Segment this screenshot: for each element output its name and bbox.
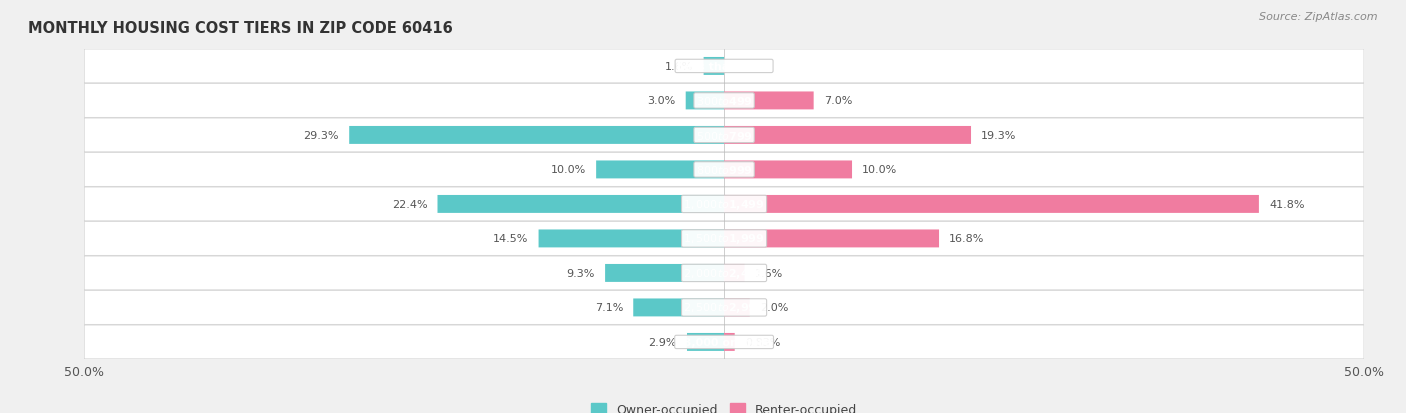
Text: 7.0%: 7.0% (824, 96, 852, 106)
Text: 41.8%: 41.8% (1270, 199, 1305, 209)
Text: 14.5%: 14.5% (494, 234, 529, 244)
FancyBboxPatch shape (84, 119, 1364, 152)
FancyBboxPatch shape (84, 291, 1364, 325)
FancyBboxPatch shape (349, 127, 724, 145)
FancyBboxPatch shape (724, 127, 972, 145)
Text: 1.6%: 1.6% (665, 62, 693, 72)
FancyBboxPatch shape (724, 333, 735, 351)
Text: 7.1%: 7.1% (595, 303, 623, 313)
FancyBboxPatch shape (724, 230, 939, 248)
Text: 2.9%: 2.9% (648, 337, 676, 347)
FancyBboxPatch shape (724, 161, 852, 179)
Text: 0.83%: 0.83% (745, 337, 780, 347)
Text: $1,000 to $1,499: $1,000 to $1,499 (683, 197, 765, 211)
Text: 10.0%: 10.0% (862, 165, 897, 175)
Text: $300 to $499: $300 to $499 (696, 95, 752, 107)
Text: Source: ZipAtlas.com: Source: ZipAtlas.com (1260, 12, 1378, 22)
Text: $2,500 to $2,999: $2,500 to $2,999 (683, 301, 765, 315)
FancyBboxPatch shape (84, 222, 1364, 256)
FancyBboxPatch shape (724, 92, 814, 110)
Text: 2.0%: 2.0% (759, 303, 789, 313)
FancyBboxPatch shape (688, 333, 724, 351)
Text: 3.0%: 3.0% (647, 96, 675, 106)
Text: 9.3%: 9.3% (567, 268, 595, 278)
FancyBboxPatch shape (703, 58, 724, 76)
Text: MONTHLY HOUSING COST TIERS IN ZIP CODE 60416: MONTHLY HOUSING COST TIERS IN ZIP CODE 6… (28, 21, 453, 36)
FancyBboxPatch shape (633, 299, 724, 317)
Text: 29.3%: 29.3% (304, 131, 339, 140)
FancyBboxPatch shape (605, 264, 724, 282)
Text: Less than $300: Less than $300 (676, 62, 772, 72)
FancyBboxPatch shape (84, 84, 1364, 118)
FancyBboxPatch shape (84, 153, 1364, 187)
FancyBboxPatch shape (84, 188, 1364, 221)
FancyBboxPatch shape (724, 195, 1258, 214)
Legend: Owner-occupied, Renter-occupied: Owner-occupied, Renter-occupied (586, 398, 862, 413)
Text: 19.3%: 19.3% (981, 131, 1017, 140)
FancyBboxPatch shape (724, 299, 749, 317)
FancyBboxPatch shape (596, 161, 724, 179)
Text: $800 to $999: $800 to $999 (696, 164, 752, 176)
Text: 1.6%: 1.6% (755, 268, 783, 278)
Text: $2,000 to $2,499: $2,000 to $2,499 (683, 266, 765, 280)
FancyBboxPatch shape (686, 92, 724, 110)
FancyBboxPatch shape (84, 50, 1364, 83)
FancyBboxPatch shape (84, 256, 1364, 290)
FancyBboxPatch shape (84, 325, 1364, 359)
Text: $3,000 or more: $3,000 or more (676, 337, 772, 347)
Text: 10.0%: 10.0% (551, 165, 586, 175)
Text: $1,500 to $1,999: $1,500 to $1,999 (683, 232, 765, 246)
FancyBboxPatch shape (724, 264, 745, 282)
Text: 16.8%: 16.8% (949, 234, 984, 244)
FancyBboxPatch shape (538, 230, 724, 248)
FancyBboxPatch shape (437, 195, 724, 214)
Text: 22.4%: 22.4% (392, 199, 427, 209)
Text: $500 to $799: $500 to $799 (696, 130, 752, 142)
